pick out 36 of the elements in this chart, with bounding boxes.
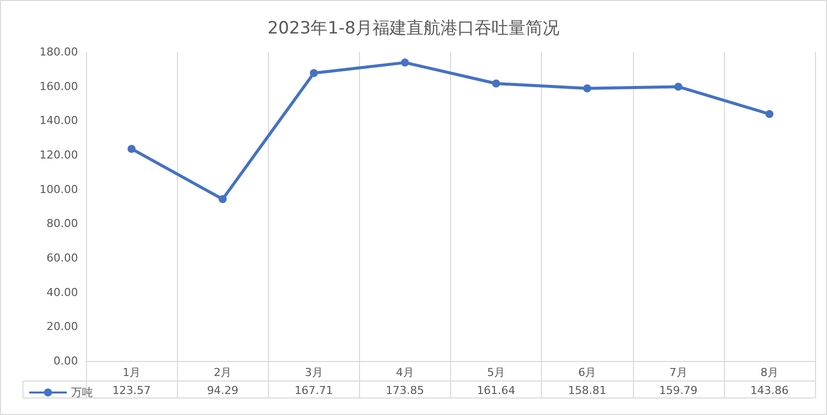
legend-label: 万吨 bbox=[71, 386, 93, 399]
data-label: 161.64 bbox=[476, 384, 516, 397]
point bbox=[492, 80, 500, 88]
data-label: 159.79 bbox=[659, 384, 698, 397]
x-tick-label: 7月 bbox=[669, 366, 688, 379]
y-tick-label: 0.00 bbox=[54, 354, 78, 368]
data-label: 158.81 bbox=[568, 384, 606, 397]
data-label: 143.86 bbox=[750, 384, 789, 397]
x-tick-label: 8月 bbox=[760, 366, 778, 379]
data-label: 123.57 bbox=[112, 384, 151, 397]
y-tick-label: 60.00 bbox=[46, 252, 78, 264]
x-tick-label: 5月 bbox=[487, 366, 506, 379]
data-label: 94.29 bbox=[206, 384, 238, 397]
point bbox=[400, 58, 409, 67]
x-tick-label: 2月 bbox=[214, 366, 232, 379]
point bbox=[128, 144, 136, 153]
y-tick-label: 160.00 bbox=[40, 80, 78, 93]
point bbox=[765, 110, 774, 118]
x-tick-label: 3月 bbox=[304, 366, 323, 379]
y-tick-label: 180.00 bbox=[40, 46, 78, 58]
x-tick-label: 1月 bbox=[122, 366, 141, 379]
y-tick-label: 140.00 bbox=[40, 114, 78, 128]
data-label: 173.85 bbox=[386, 384, 424, 397]
point bbox=[674, 82, 682, 91]
point bbox=[310, 69, 318, 78]
y-tick-label: 120.00 bbox=[40, 148, 78, 162]
data-label: 167.71 bbox=[294, 384, 334, 397]
x-tick-label: 4月 bbox=[396, 366, 414, 379]
y-tick-label: 20.00 bbox=[46, 320, 78, 334]
point bbox=[218, 195, 227, 204]
y-tick-label: 80.00 bbox=[46, 217, 78, 230]
y-tick-label: 40.00 bbox=[46, 286, 78, 299]
y-tick-label: 100.00 bbox=[40, 182, 78, 196]
point bbox=[583, 84, 592, 92]
chart-title: 2023年1-8月福建直航港口吞吐量简况 bbox=[267, 18, 560, 38]
x-tick-label: 6月 bbox=[578, 366, 596, 379]
